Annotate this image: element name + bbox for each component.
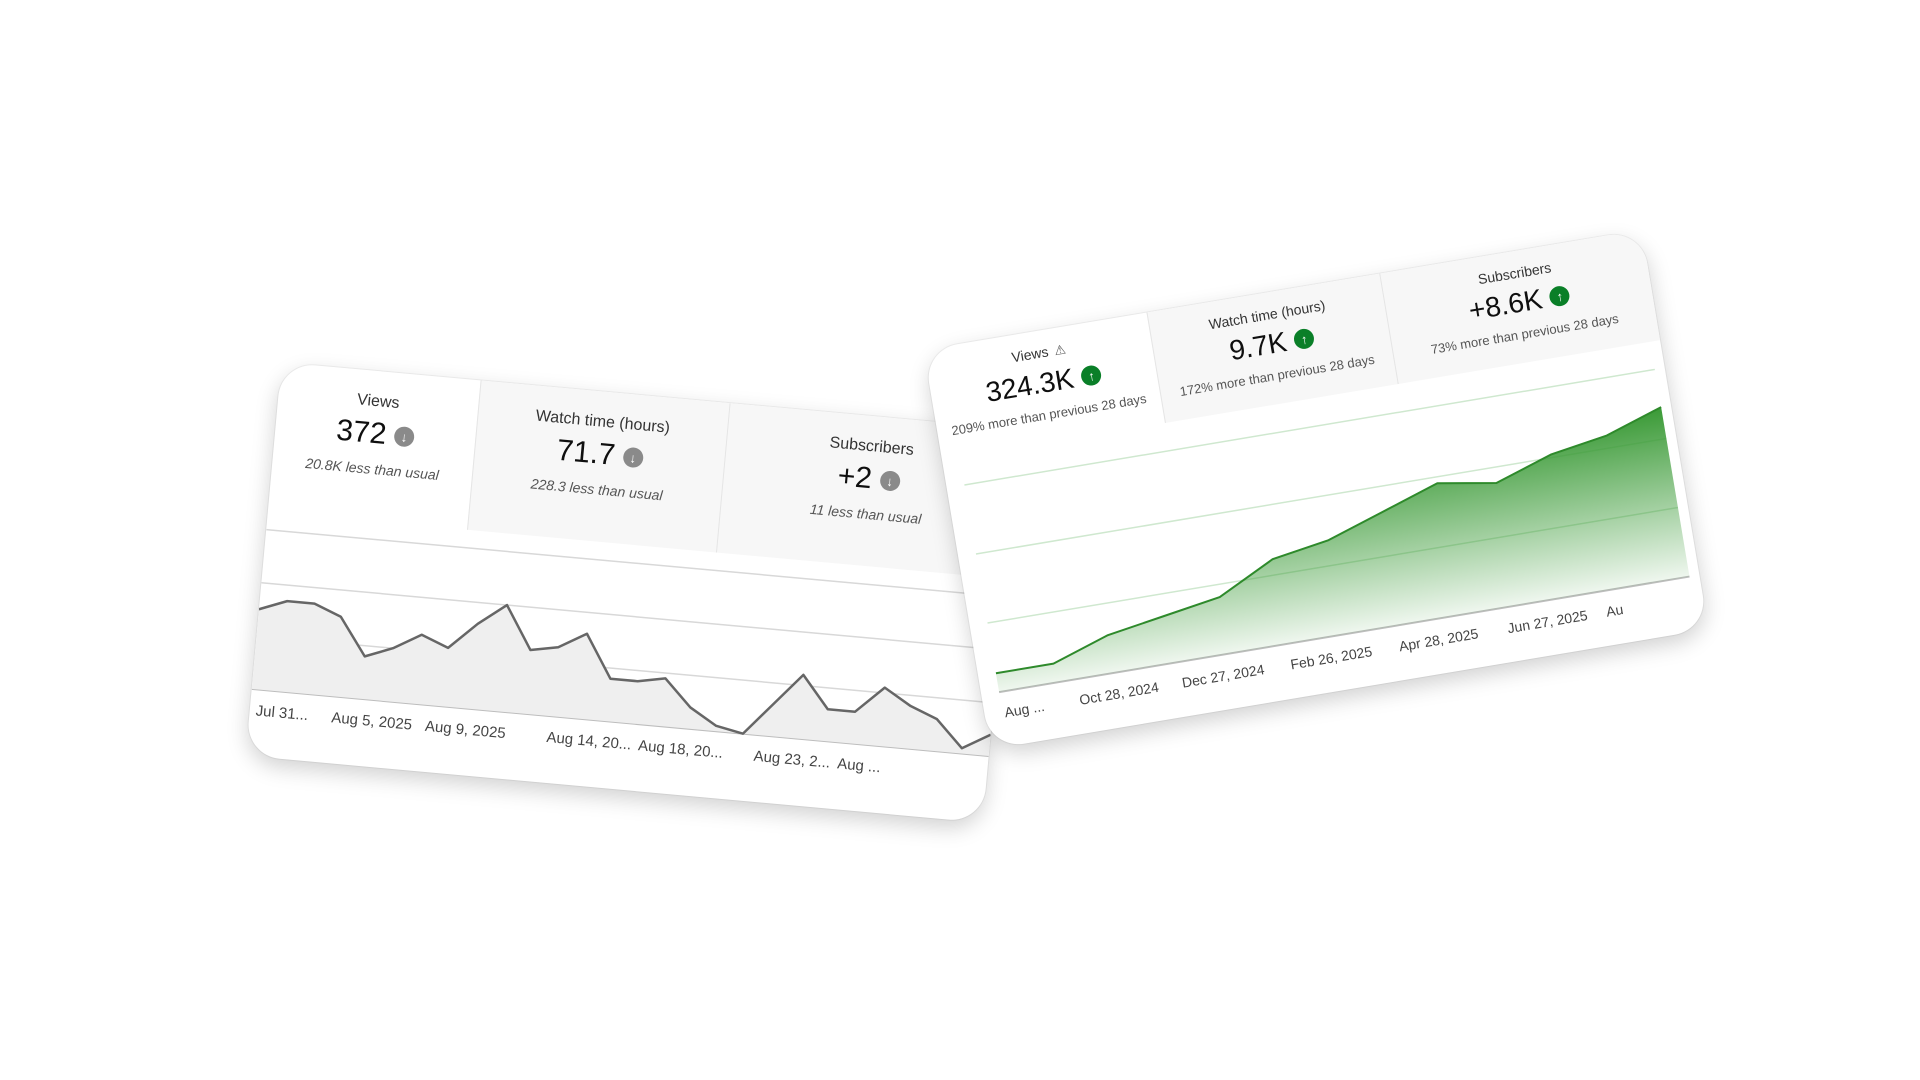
chart-series-line [258, 599, 992, 750]
x-axis-tick-label: Aug 14, 20... [546, 729, 632, 754]
chart-area [251, 601, 991, 756]
views-line-chart: Jul 31... Aug 5, 2025 Aug 9, 2025 Aug 14, 2… [251, 528, 1004, 776]
x-axis-tick-label: Aug 5, 2025 [331, 709, 413, 733]
x-axis-tick-label: Au [1605, 601, 1625, 620]
chart-gridline [964, 368, 1655, 486]
x-axis-tick-label: Apr 28, 2025 [1398, 625, 1480, 654]
chart-baseline [998, 575, 1690, 694]
chart-area [995, 407, 1690, 693]
x-axis-tick-label: Aug ... [837, 755, 882, 776]
x-axis-tick-label: Aug 18, 20... [637, 737, 723, 762]
chart-gridline [261, 581, 999, 651]
x-axis-tick-label: Aug ... [1003, 698, 1046, 720]
chart-series-line [995, 406, 1662, 675]
x-axis-tick-label: Feb 26, 2025 [1289, 643, 1373, 672]
chart-gridline [256, 635, 994, 704]
x-axis-tick-label: Aug 9, 2025 [424, 718, 506, 742]
x-axis-tick-label: Aug 23, 2... [753, 748, 831, 772]
channel-analytics-card-last-28-days: Views 372 ↓ 20.8K less than usual Watch … [245, 362, 1019, 823]
x-axis-tick-label: Jun 27, 2025 [1506, 607, 1589, 636]
chart-gridline [266, 528, 1004, 598]
views-area-chart: Aug ... Oct 28, 2024 Dec 27, 2024 Feb 26, 2… [964, 368, 1690, 720]
x-axis-tick-label: Dec 27, 2024 [1181, 661, 1266, 691]
channel-analytics-card-lifetime: Views ⚠ 324.3K ↑ 209% more than previous … [923, 229, 1709, 750]
x-axis-tick-label: Oct 28, 2024 [1078, 679, 1160, 708]
x-axis-tick-label: Jul 31... [255, 702, 309, 724]
